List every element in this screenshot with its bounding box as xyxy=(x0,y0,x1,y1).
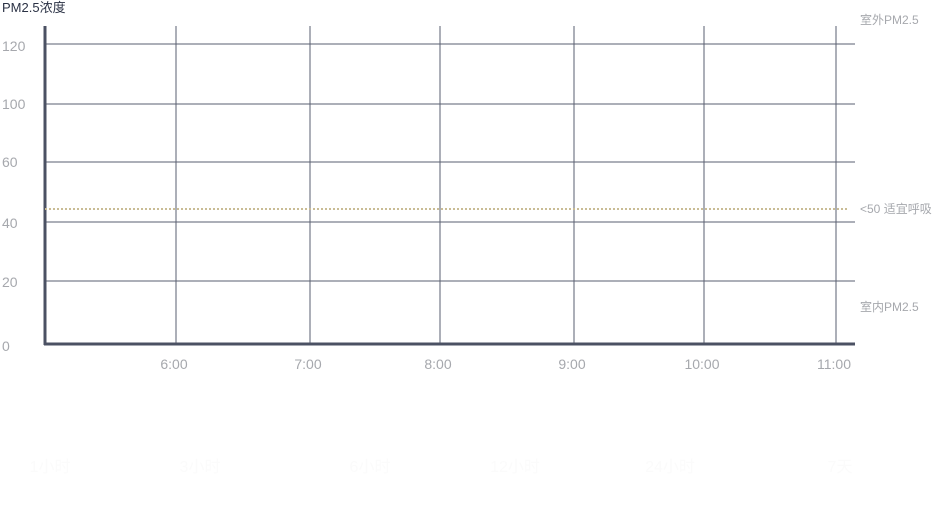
range-option-label: 12小时 xyxy=(490,458,540,476)
chart-title: PM2.5浓度 xyxy=(2,0,66,15)
range-option-label: 3小时 xyxy=(180,458,221,476)
x-tick-label: 8:00 xyxy=(424,356,451,372)
y-tick-label: 60 xyxy=(2,154,18,170)
x-tick-label: 11:00 xyxy=(817,356,851,372)
x-tick-label: 7:00 xyxy=(294,356,321,372)
range-option-label: 7天 xyxy=(828,459,853,476)
y-tick-label: 40 xyxy=(2,215,18,231)
y-tick-label: 120 xyxy=(2,38,26,54)
y-tick-label: 100 xyxy=(2,96,26,112)
outdoor-pm25-label: 室外PM2.5 xyxy=(860,12,919,27)
y-tick-label: 0 xyxy=(2,338,10,354)
indoor-pm25-label: 室内PM2.5 xyxy=(860,299,919,314)
x-tick-label: 10:00 xyxy=(684,356,719,372)
x-tick-label: 9:00 xyxy=(558,356,585,372)
range-option-label: 24小时 xyxy=(645,458,695,476)
x-tick-label: 6:00 xyxy=(160,356,187,372)
y-tick-label: 20 xyxy=(2,274,18,290)
range-option-label: 1小时 xyxy=(30,458,71,476)
range-option-label: 6小时 xyxy=(350,458,391,476)
threshold-label: <50 适宜呼吸 xyxy=(860,201,932,216)
